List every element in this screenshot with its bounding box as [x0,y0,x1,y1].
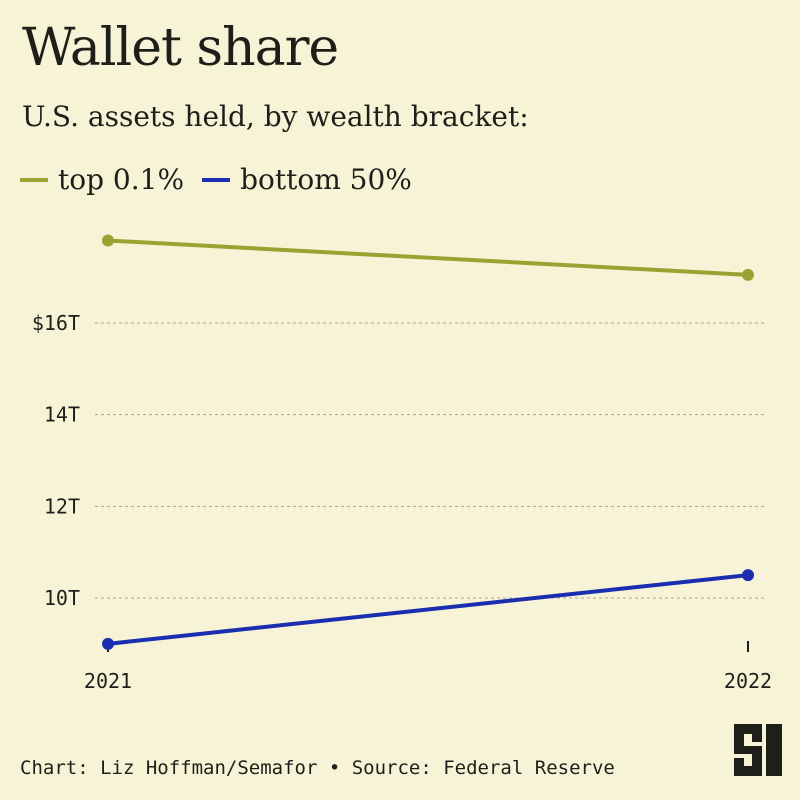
semafor-s-logo-icon [734,724,782,776]
legend-swatch-bottom [202,177,231,182]
legend-item-bottom: bottom 50% [202,163,412,196]
series-line-0 [107,238,749,277]
data-point [742,268,754,281]
series-line-1 [107,573,749,646]
legend-label-top: top 0.1% [58,163,185,196]
y-tick-label: 12T [44,494,80,518]
series-layer [102,234,754,650]
axis-layer: $16T 14T 12T 10T 2021 2022 [32,311,772,693]
grid-layer [95,322,765,599]
legend-item-top: top 0.1% [20,163,184,196]
x-tick-label: 2022 [724,669,772,693]
data-point [102,234,114,247]
x-tick-label: 2021 [84,669,132,693]
legend-label-bottom: bottom 50% [240,163,412,196]
chart-subtitle: U.S. assets held, by wealth bracket: [22,100,529,133]
data-point [742,569,754,582]
chart-credit: Chart: Liz Hoffman/Semafor • Source: Fed… [20,757,615,779]
data-point [102,637,114,650]
y-tick-label: 10T [44,586,80,610]
y-tick-label: $16T [32,311,80,335]
y-tick-label: 14T [44,403,80,427]
chart-title: Wallet share [22,18,339,78]
legend: top 0.1% bottom 50% [20,163,412,196]
legend-swatch-top [20,177,48,182]
